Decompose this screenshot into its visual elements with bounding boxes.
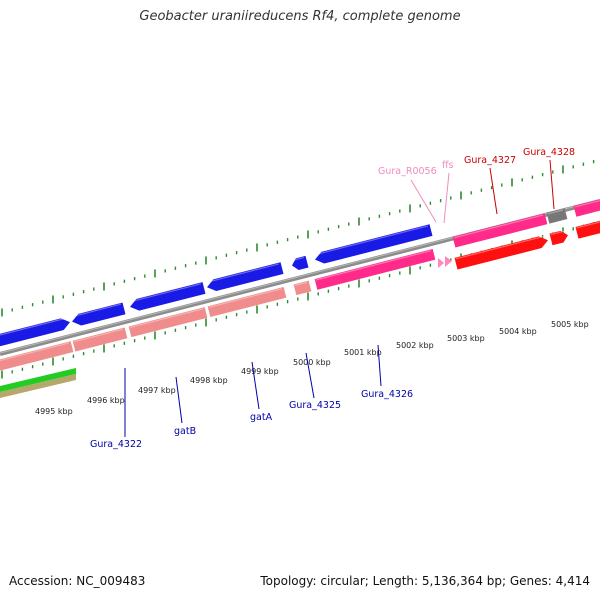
rna-marker [445,256,452,267]
gene-arrow-body [72,302,126,326]
gene-arrow-shine [547,209,564,215]
gene-arrow [293,280,312,296]
gene-arrow-shine [315,250,432,281]
gene-label: Gura_4322 [90,439,142,450]
gene-leader-line [489,167,498,215]
gene-arrow-body [575,218,600,239]
skew-track [0,374,76,398]
gene-arrow [546,208,568,224]
gene-arrow-body [293,280,312,296]
gene-arrow-body [546,208,568,224]
map-title: Geobacter uraniireducens Rf4, complete g… [139,9,461,24]
gene-arrow-shine [0,342,70,364]
gene-arrow-shine [71,303,122,318]
gene-arrow [129,282,206,311]
accession-label: Accession: NC_009483 [9,574,146,588]
gene-arrow [452,213,548,248]
gene-leader-line [549,159,555,210]
gene-leader-line [410,179,437,223]
gene-arrow-body [454,236,549,270]
gene-arrow-shine [0,317,68,339]
gene-labels: Gura_4322 gatB gatA Gura_4325 Gura_4326 Gura_… [90,147,575,450]
gene-arrow [549,230,569,246]
gene-arrow-body [292,255,309,271]
tick-label: 5002 kbp [396,341,434,350]
tick-label: 5004 kbp [499,327,537,336]
tick-label: 5000 kbp [293,358,331,367]
gene-arrow-body [573,197,600,217]
tick-label: 4995 kbp [35,407,73,416]
gene-arrow-body [207,262,284,292]
scale-ticks: 4995 kbp 4996 kbp 4997 kbp 4998 kbp 4999 kbp… [1,160,595,416]
gene-arrow-shine [550,230,566,236]
tick-label: 4997 kbp [138,386,176,395]
gene-arrow [314,249,436,290]
gene-arrow [72,327,128,352]
gene-arrow-body [314,249,436,290]
gene-arrow-body [549,230,569,246]
tick-label: 4999 kbp [241,367,279,376]
gene-arrow [291,255,309,271]
gene-leader-line [251,361,260,410]
gene-arrow-body [0,318,70,349]
gene-arrow-body [128,307,208,338]
gene-arrow-shine [291,256,305,262]
gene-arrow-shine [208,288,283,308]
gene-arrow-shine [455,235,546,260]
tick-label: 4998 kbp [190,376,228,385]
tick-label: 4996 kbp [87,396,125,405]
gene-arrow [206,262,284,292]
gene-arrow [575,218,600,239]
gene-features [0,197,600,373]
gene-arrow-shine [206,263,280,283]
gene-arrow [0,341,74,373]
gene-arrow-body [452,213,548,248]
gene-leader-line [443,172,450,224]
gene-leader-line [175,376,183,424]
tick-label: 5005 kbp [551,320,589,329]
gene-leader-line [305,352,315,399]
gene-arrow-shine [576,219,600,229]
gene-label: gatB [174,426,196,437]
gene-arrow [573,197,600,217]
gene-arrow [454,235,549,270]
gene-arrow-shine [129,308,204,329]
gene-arrow-body [315,224,433,264]
gene-arrow [314,224,433,264]
gene-label: Gura_4328 [523,147,575,158]
topology-summary: Topology: circular; Length: 5,136,364 bp… [260,574,590,588]
gene-arrow-body [130,282,206,311]
tick-label: 5001 kbp [344,348,382,357]
bottom-tracks [0,368,76,398]
gene-arrow [71,302,126,326]
gene-label: Gura_4326 [361,389,413,400]
gene-arrow-body [0,341,74,373]
gene-label: ffs [442,160,454,171]
gene-arrow [0,317,70,349]
gene-label: Gura_4325 [289,400,341,411]
gene-arrow-shine [574,198,600,208]
gene-label: gatA [250,412,273,423]
gene-arrow-shine [129,283,202,303]
gene-arrow-body [72,327,128,352]
gene-arrow [207,286,287,318]
gene-arrow [128,307,208,338]
gene-arrow-shine [294,281,308,286]
gene-arrow-shine [453,214,544,239]
gc-track [0,368,76,392]
rna-marker [438,258,444,268]
gene-arrow-shine [73,328,124,343]
tick-label: 5003 kbp [447,334,485,343]
gene-leader-line [377,344,382,387]
gene-label: Gura_R0056 [378,166,437,177]
gene-label: Gura_4327 [464,155,516,166]
gene-arrow-shine [314,225,429,256]
gene-arrow-body [207,286,287,318]
